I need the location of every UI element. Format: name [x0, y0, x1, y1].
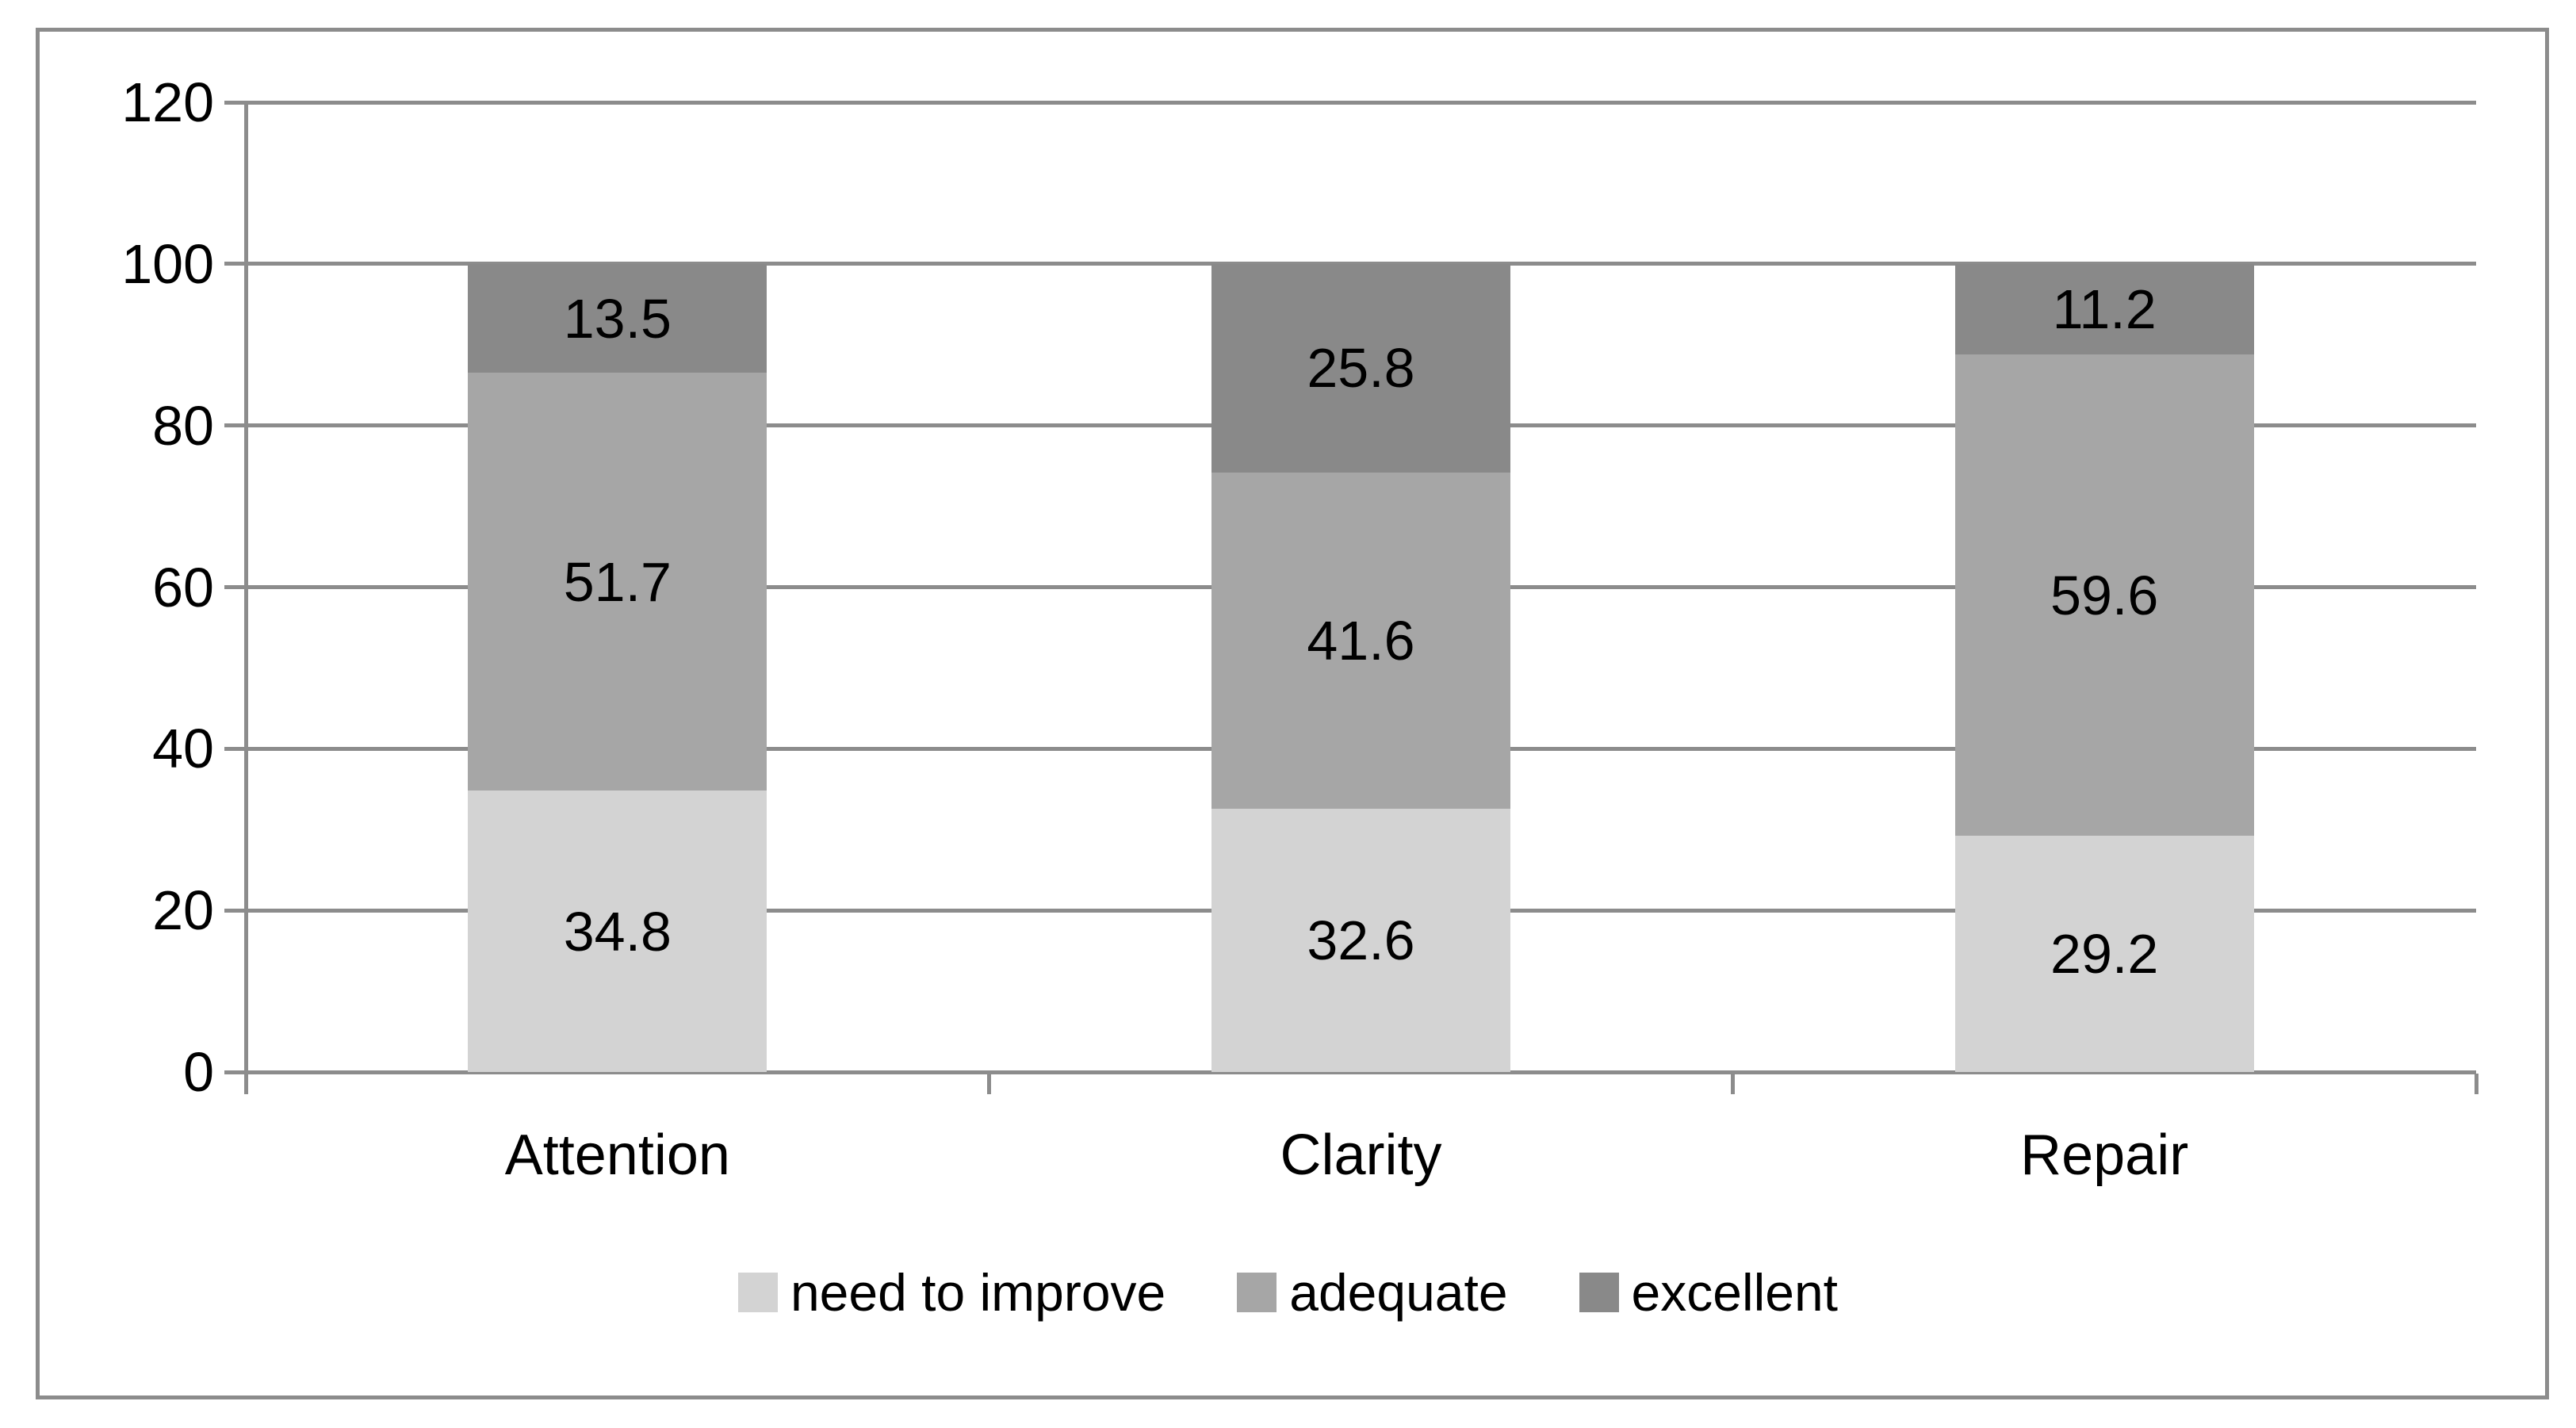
bar-segment-repair-need-to-improve: 29.2	[1954, 836, 2254, 1072]
data-label: 11.2	[2052, 278, 2157, 340]
bar-segment-repair-adequate: 59.6	[1954, 354, 2254, 837]
y-axis-label-20: 20	[152, 879, 214, 942]
bar-segment-attention-excellent: 13.5	[468, 263, 767, 373]
x-axis-tick-2	[1730, 1074, 1735, 1094]
data-label: 25.8	[1307, 337, 1415, 400]
category-label-clarity: Clarity	[1280, 1124, 1442, 1187]
x-axis-tick-1	[987, 1074, 992, 1094]
y-axis-label-80: 80	[152, 394, 214, 457]
y-axis-label-100: 100	[121, 232, 214, 295]
legend-label-adequate: adequate	[1289, 1263, 1508, 1322]
category-label-repair: Repair	[2020, 1124, 2189, 1187]
legend: need to improve adequate excellent	[0, 1257, 2576, 1328]
legend-item-excellent: excellent	[1579, 1263, 1839, 1322]
gridline-120	[224, 100, 2476, 105]
bar-segment-attention-adequate: 51.7	[468, 373, 767, 791]
bar-segment-clarity-adequate: 41.6	[1211, 472, 1510, 809]
legend-swatch-adequate	[1237, 1273, 1277, 1312]
y-axis-line	[243, 102, 248, 1094]
data-label: 13.5	[563, 287, 672, 350]
legend-label-need-to-improve: need to improve	[790, 1263, 1166, 1322]
data-label: 34.8	[563, 900, 672, 963]
data-label: 59.6	[2050, 564, 2159, 626]
y-axis-label-120: 120	[121, 71, 214, 133]
bar-segment-attention-need-to-improve: 34.8	[468, 791, 767, 1072]
legend-label-excellent: excellent	[1631, 1263, 1839, 1322]
x-axis-tick-3	[2474, 1074, 2478, 1094]
y-axis-label-0: 0	[183, 1041, 214, 1103]
y-axis-label-40: 40	[152, 718, 214, 780]
legend-item-need-to-improve: need to improve	[737, 1263, 1166, 1322]
bar-segment-clarity-excellent: 25.8	[1211, 263, 1510, 473]
legend-item-adequate: adequate	[1237, 1263, 1508, 1322]
data-label: 41.6	[1307, 609, 1415, 672]
x-axis-line	[224, 1070, 2476, 1074]
legend-swatch-excellent	[1579, 1273, 1619, 1312]
bar-segment-repair-excellent: 11.2	[1954, 263, 2254, 354]
legend-swatch-need-to-improve	[737, 1273, 778, 1312]
y-axis-label-60: 60	[152, 556, 214, 618]
category-label-attention: Attention	[504, 1124, 730, 1187]
data-label: 29.2	[2050, 923, 2159, 986]
data-label: 32.6	[1307, 909, 1415, 971]
data-label: 51.7	[563, 550, 672, 613]
bar-segment-clarity-need-to-improve: 32.6	[1211, 808, 1510, 1072]
